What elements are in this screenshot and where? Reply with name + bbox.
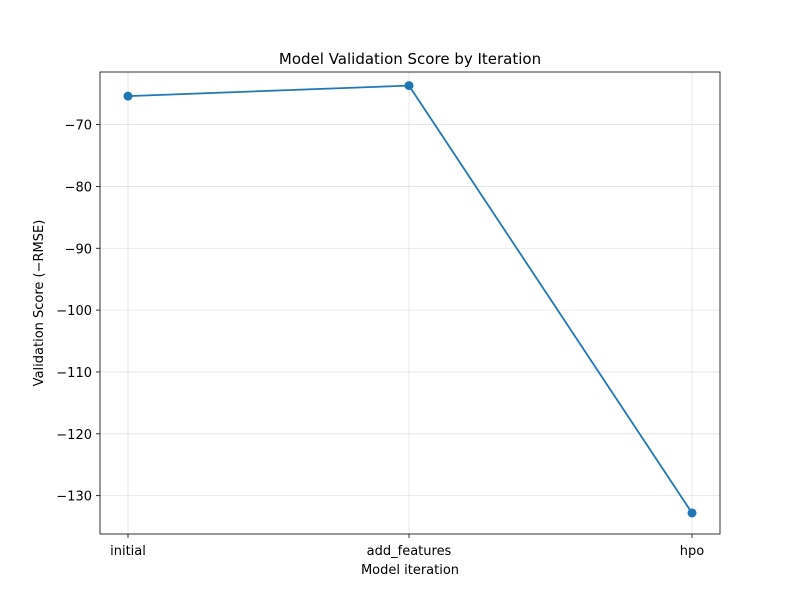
- series: [123, 81, 697, 518]
- y-tick-label: −130: [56, 490, 92, 505]
- y-tick-label: −90: [65, 242, 92, 257]
- y-tick-label: −110: [56, 366, 92, 381]
- x-tick-label: initial: [110, 544, 146, 559]
- y-axis-title: Validation Score (−RMSE): [32, 220, 47, 387]
- y-tick-label: −100: [56, 304, 92, 319]
- data-point-initial: [123, 91, 133, 101]
- y-tick-label: −70: [65, 119, 92, 134]
- chart-title: Model Validation Score by Iteration: [279, 50, 541, 68]
- plot-frame: [99, 71, 721, 535]
- x-tick-label: add_features: [367, 544, 452, 559]
- x-tick-label: hpo: [680, 544, 704, 559]
- series-line: [127, 84, 693, 514]
- y-tick-label: −120: [56, 428, 92, 443]
- y-tick-label: −80: [65, 180, 92, 195]
- y-axis: −70 −80 −90 −100 −110 −120 −130: [56, 119, 100, 505]
- data-point-hpo: [687, 508, 697, 518]
- x-axis-title: Model iteration: [361, 563, 459, 578]
- x-axis: initial add_features hpo: [110, 534, 704, 559]
- data-point-add_features: [404, 81, 414, 91]
- grid-lines: [100, 72, 720, 534]
